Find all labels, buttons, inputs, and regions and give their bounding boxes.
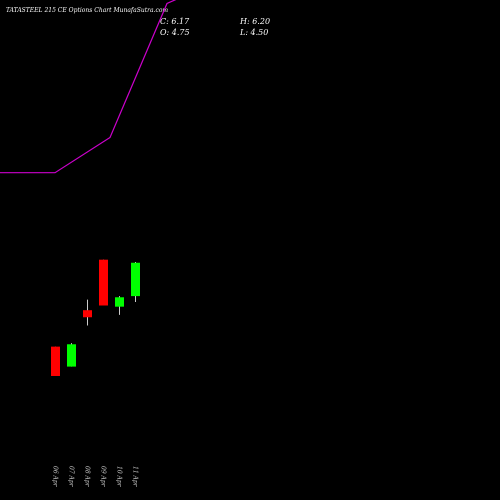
candle-body-2	[67, 344, 76, 367]
low-value: L: 4.50	[240, 28, 269, 37]
candle-body-6	[131, 262, 140, 297]
watermark-text: Sutra.com	[136, 7, 169, 14]
lower-band-line	[0, 0, 177, 174]
chart-title: TATASTEEL 215 CE Options Chart MunafaSut…	[6, 7, 168, 14]
x-tick-label-2: 07 Apr	[68, 466, 75, 488]
x-tick-label-4: 09 Apr	[100, 466, 107, 488]
x-tick-label-5: 10 Apr	[116, 466, 123, 488]
x-tick-label-6: 11 Apr	[132, 466, 139, 488]
candle-body-3	[83, 310, 92, 318]
candle-body-5	[115, 297, 124, 307]
candle-body-4	[99, 259, 108, 306]
title-text: TATASTEEL 215 CE Options Chart Munafa	[6, 7, 137, 14]
x-tick-label-1: 06 Apr	[52, 466, 59, 488]
close-value: C: 6.17	[160, 17, 190, 26]
high-value: H: 6.20	[240, 17, 271, 26]
x-tick-label-3: 08 Apr	[84, 466, 91, 488]
candle-body-1	[51, 346, 60, 376]
open-value: O: 4.75	[160, 28, 190, 37]
